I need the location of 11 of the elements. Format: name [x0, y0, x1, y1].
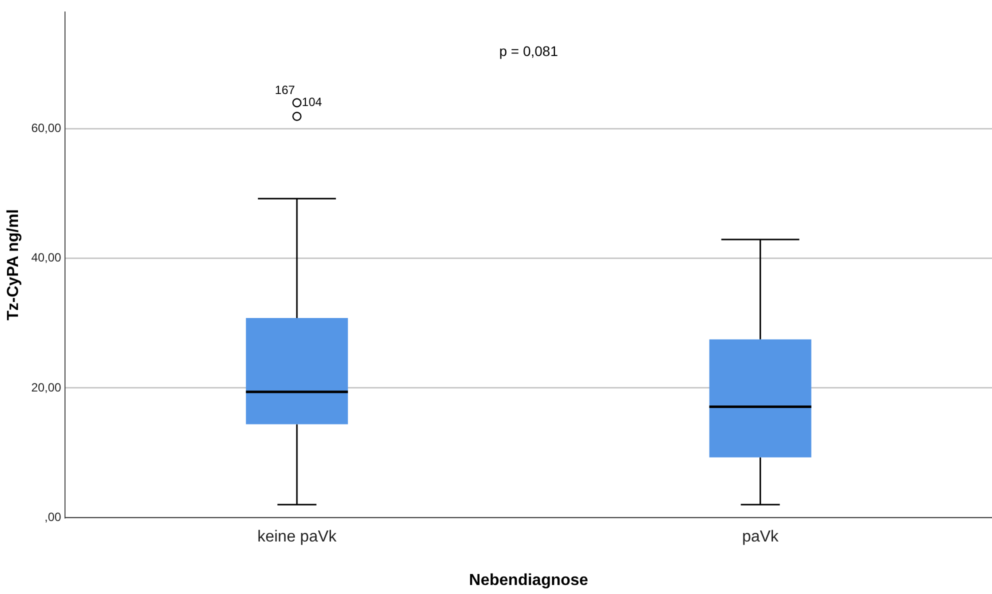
- y-tick-label: 40,00: [31, 250, 62, 265]
- annotation: p = 0,081: [499, 42, 558, 59]
- y-tick-label: ,00: [44, 510, 62, 524]
- x-axis-title: Nebendiagnose: [469, 572, 588, 589]
- x-tick-label: paVk: [742, 528, 780, 546]
- y-axis-title: Tz-CyPA ng/ml: [5, 209, 22, 320]
- annotation: 104: [302, 95, 322, 110]
- annotation: 167: [274, 83, 296, 98]
- x-tick-label: keine paVk: [257, 528, 338, 546]
- y-tick-label: 20,00: [31, 380, 62, 394]
- y-tick-label: 60,00: [31, 120, 62, 135]
